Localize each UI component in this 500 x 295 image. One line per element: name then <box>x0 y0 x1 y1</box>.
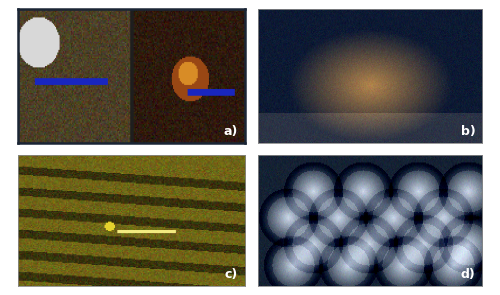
Text: c): c) <box>225 268 238 281</box>
Text: a): a) <box>224 125 238 138</box>
Text: d): d) <box>461 268 475 281</box>
Text: b): b) <box>461 125 475 138</box>
